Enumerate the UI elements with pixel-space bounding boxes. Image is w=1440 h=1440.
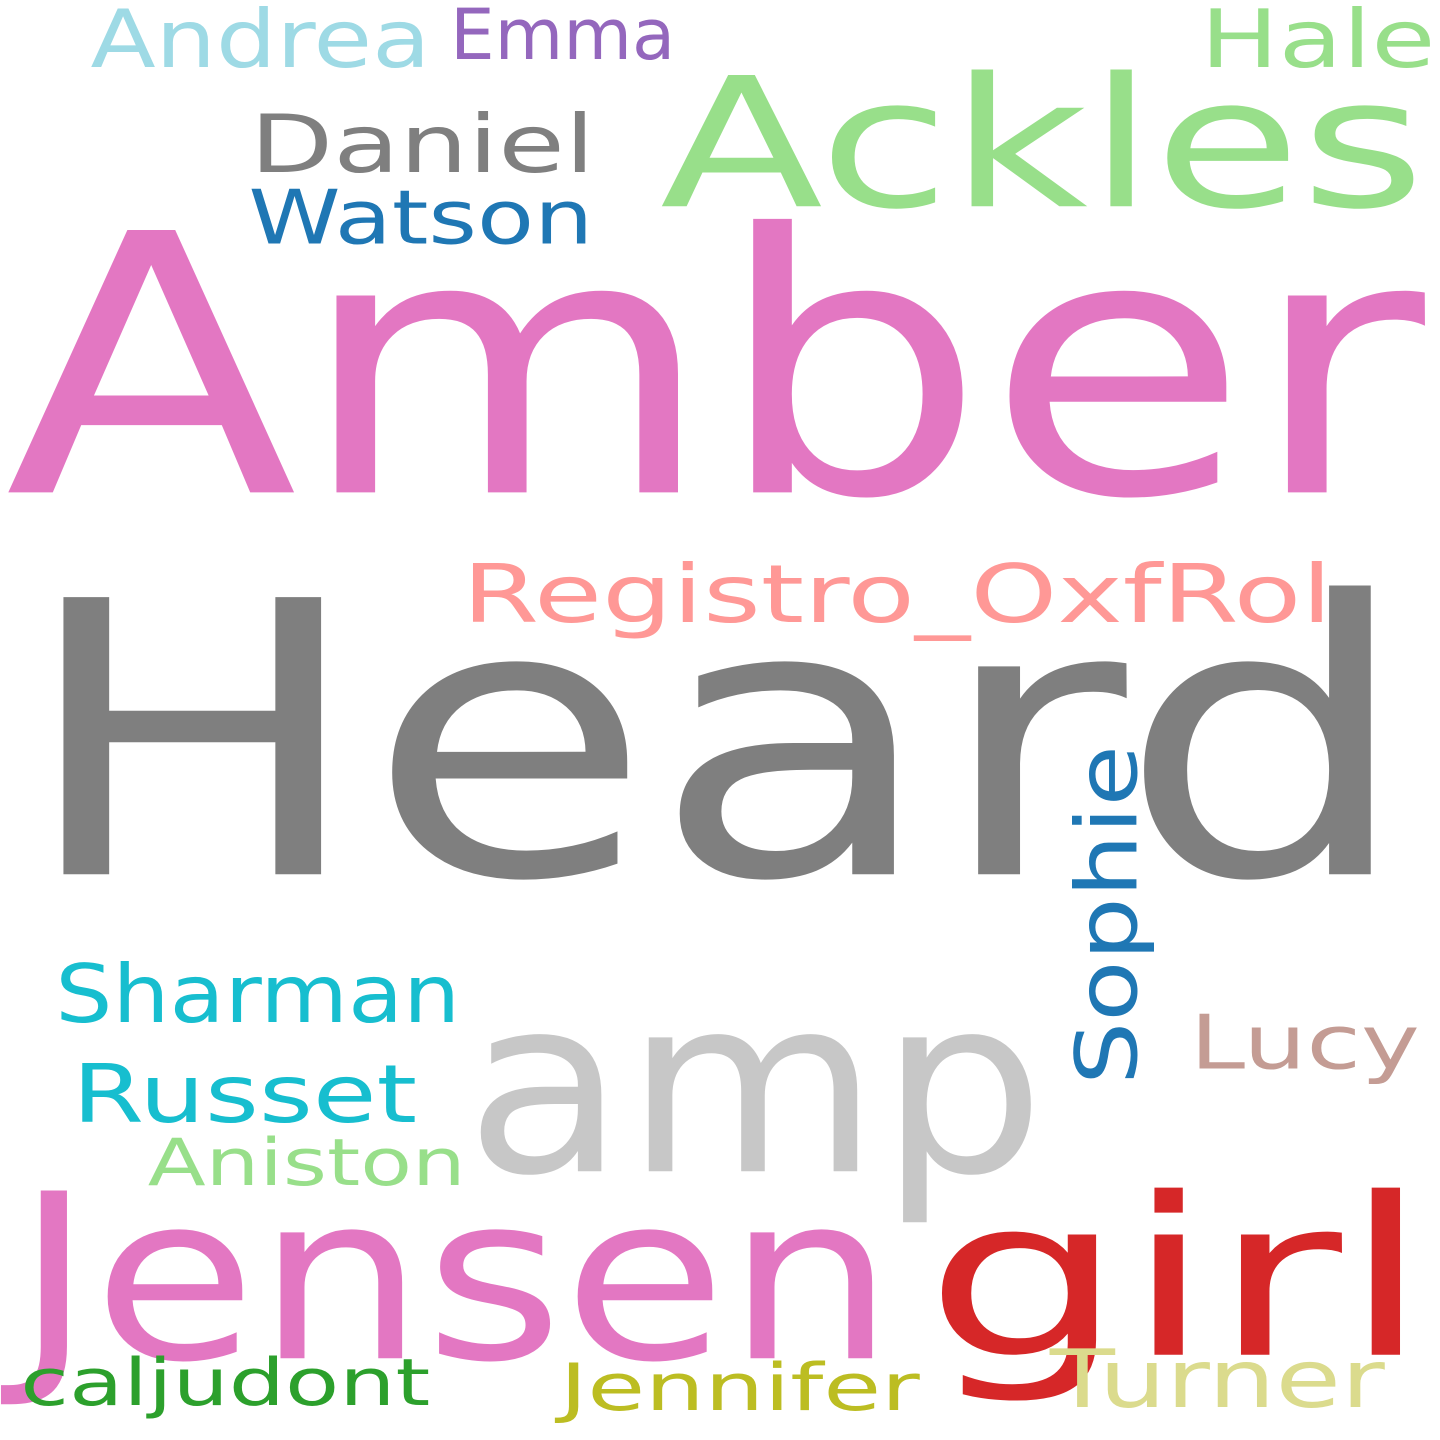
word-turner: Turner xyxy=(1050,1332,1385,1427)
word-lucy: Lucy xyxy=(1190,998,1420,1086)
word-sophie: Sophie xyxy=(1057,745,1157,1085)
word-hale: Hale xyxy=(1200,0,1435,87)
word-sharman: Sharman xyxy=(55,947,460,1042)
word-amber: Amber xyxy=(5,157,1426,579)
word-andrea: Andrea xyxy=(89,0,430,87)
word-watson: Watson xyxy=(247,173,593,261)
word-jensen: Jensen xyxy=(15,1144,895,1414)
word-daniel: Daniel xyxy=(249,97,595,192)
word-aniston: Aniston xyxy=(147,1124,466,1201)
word-jennifer: Jennifer xyxy=(560,1349,920,1426)
word-emma: Emma xyxy=(449,0,675,76)
word-caljudont: caljudont xyxy=(20,1344,431,1421)
word-russet: Russet xyxy=(72,1047,417,1142)
word-registro: Registro_OxfRol xyxy=(461,547,1332,642)
word-heard: Heard xyxy=(18,520,1413,966)
word-ackles: Ackles xyxy=(659,38,1425,250)
word-amp: amp xyxy=(464,942,1045,1230)
word-girl: girl xyxy=(925,1150,1430,1408)
